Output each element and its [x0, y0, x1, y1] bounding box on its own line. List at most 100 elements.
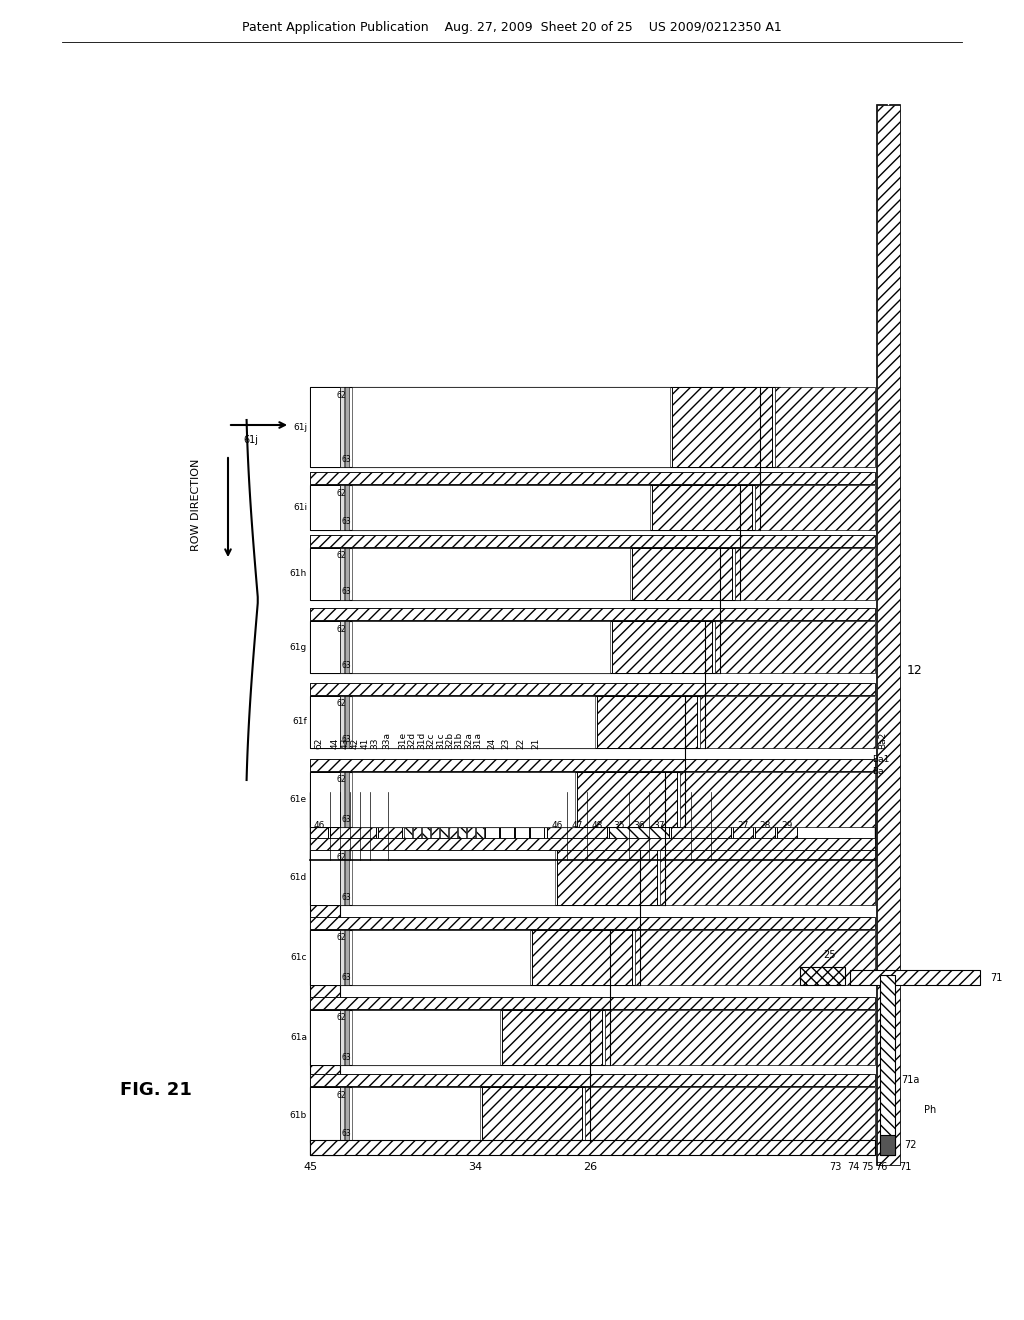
Bar — [440, 792, 449, 861]
Text: 62: 62 — [336, 933, 346, 942]
Text: 12: 12 — [907, 664, 923, 676]
Bar — [352, 772, 575, 828]
Bar — [310, 387, 340, 467]
Text: 62: 62 — [336, 552, 346, 561]
Bar — [345, 1010, 349, 1065]
Bar — [800, 968, 845, 985]
Bar — [467, 792, 475, 861]
Text: 74: 74 — [847, 1162, 859, 1172]
Text: Ba2: Ba2 — [879, 731, 888, 748]
Bar — [310, 682, 870, 696]
Text: 62: 62 — [336, 488, 346, 498]
Bar — [340, 696, 344, 748]
Text: 44: 44 — [331, 738, 340, 748]
Bar — [532, 931, 632, 985]
Text: 63: 63 — [341, 892, 351, 902]
Bar — [632, 548, 732, 601]
Text: 34: 34 — [468, 1162, 482, 1172]
Text: 61f: 61f — [292, 718, 307, 726]
Text: 76: 76 — [874, 1162, 887, 1172]
Bar — [310, 473, 870, 484]
Bar — [345, 484, 349, 531]
Text: 63: 63 — [341, 660, 351, 669]
Bar — [880, 975, 895, 1155]
Text: 32d: 32d — [408, 731, 417, 748]
Text: 31a: 31a — [473, 733, 482, 748]
Text: 25: 25 — [823, 950, 837, 960]
Text: 42: 42 — [350, 738, 359, 748]
Bar — [310, 609, 870, 620]
Text: 63: 63 — [341, 454, 351, 463]
Bar — [310, 548, 740, 601]
Text: 73: 73 — [828, 1162, 841, 1172]
Text: 24: 24 — [487, 738, 497, 748]
Text: 41: 41 — [360, 738, 370, 748]
Text: 62: 62 — [314, 738, 324, 748]
Bar — [413, 792, 421, 861]
Bar — [310, 997, 870, 1008]
Bar — [609, 792, 669, 861]
Bar — [700, 696, 874, 748]
Bar — [310, 1010, 610, 1065]
Bar — [735, 548, 874, 601]
Bar — [671, 792, 731, 861]
Bar — [530, 792, 544, 861]
Bar — [310, 1074, 870, 1086]
Text: ROW DIRECTION: ROW DIRECTION — [191, 459, 201, 552]
Bar — [850, 970, 980, 985]
Text: 32c: 32c — [427, 733, 435, 748]
Bar — [515, 792, 529, 861]
Text: 31b: 31b — [455, 731, 464, 748]
Text: 32b: 32b — [445, 731, 455, 748]
Bar — [500, 792, 514, 861]
Bar — [345, 931, 349, 985]
Bar — [310, 535, 870, 546]
Text: 72: 72 — [904, 1140, 916, 1150]
Bar — [310, 861, 340, 1155]
Bar — [557, 850, 657, 906]
Bar — [652, 484, 752, 531]
Bar — [340, 387, 344, 467]
Text: 31c: 31c — [436, 733, 445, 748]
Bar — [340, 1086, 344, 1142]
Bar — [310, 548, 340, 601]
Bar — [485, 792, 499, 861]
Text: 62: 62 — [336, 776, 346, 784]
Bar — [340, 548, 344, 601]
Bar — [378, 792, 402, 861]
Text: 31d: 31d — [418, 731, 427, 748]
Bar — [340, 484, 344, 531]
Text: 35: 35 — [613, 821, 625, 830]
Bar — [310, 682, 874, 696]
Text: 63: 63 — [341, 1052, 351, 1061]
Bar — [345, 387, 349, 467]
Bar — [660, 850, 874, 906]
Bar — [777, 792, 797, 861]
Bar — [340, 1010, 344, 1065]
Bar — [352, 484, 650, 531]
Bar — [340, 620, 344, 673]
Text: 27: 27 — [737, 821, 749, 830]
Bar — [775, 387, 874, 467]
Bar — [310, 789, 874, 796]
Bar — [715, 620, 874, 673]
Bar — [755, 484, 874, 531]
Bar — [585, 1086, 874, 1142]
Text: 63: 63 — [341, 814, 351, 824]
Text: FIG. 21: FIG. 21 — [120, 1081, 191, 1100]
Bar — [310, 484, 340, 531]
Text: 61e: 61e — [290, 796, 307, 804]
Bar — [310, 1074, 874, 1086]
Text: 61j: 61j — [293, 422, 307, 432]
Text: 62: 62 — [336, 854, 346, 862]
Bar — [310, 387, 780, 467]
Text: 29: 29 — [781, 821, 793, 830]
Text: Ba1: Ba1 — [872, 755, 890, 764]
Text: 33: 33 — [371, 738, 380, 748]
Bar — [310, 917, 870, 929]
Bar — [310, 696, 705, 748]
Bar — [597, 696, 697, 748]
Bar — [345, 620, 349, 673]
Text: 37: 37 — [653, 821, 665, 830]
Bar — [352, 696, 595, 748]
